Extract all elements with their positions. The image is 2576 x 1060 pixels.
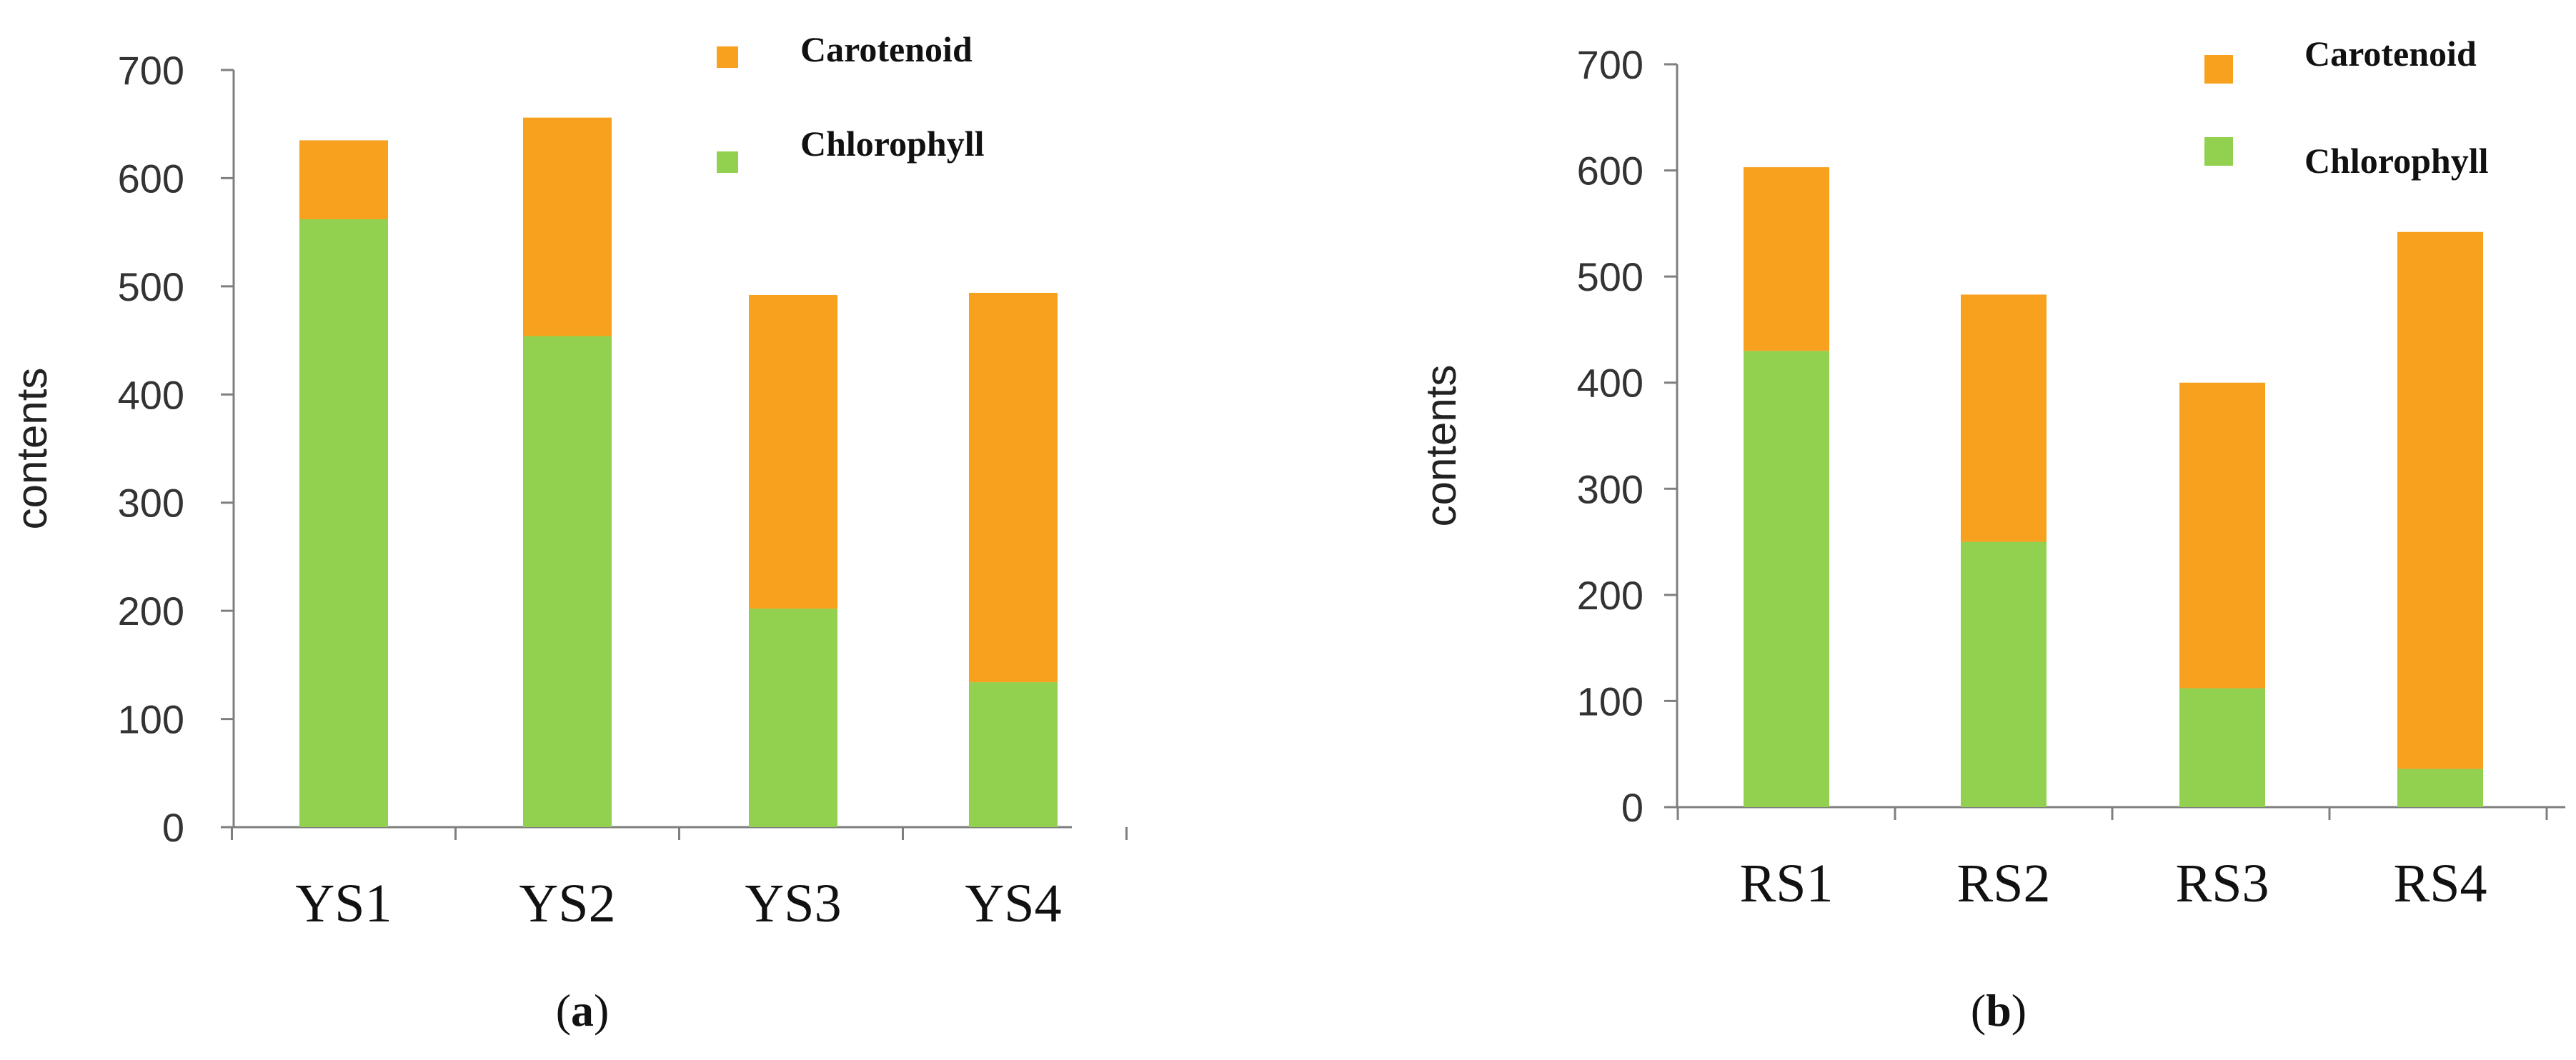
legend-swatch-carotenoid bbox=[2204, 55, 2233, 84]
bar-chlorophyll-rs3 bbox=[2179, 688, 2265, 807]
legend: Carotenoid Chlorophyll bbox=[2204, 34, 2489, 181]
bar-carotenoid-ys4 bbox=[969, 292, 1058, 683]
bar-chlorophyll-ys2 bbox=[523, 336, 612, 827]
y-tick-label: 0 bbox=[162, 805, 184, 850]
y-tick-label: 300 bbox=[1577, 466, 1643, 511]
y-tick-label: 600 bbox=[118, 156, 184, 201]
bar-carotenoid-rs3 bbox=[2179, 382, 2265, 689]
y-tick-label: 400 bbox=[1577, 361, 1643, 406]
legend-label-chlorophyll: Chlorophyll bbox=[2304, 141, 2489, 181]
y-tick-label: 500 bbox=[1577, 254, 1643, 299]
bar-carotenoid-rs4 bbox=[2397, 231, 2483, 769]
x-category-label: YS3 bbox=[745, 874, 841, 934]
bar-carotenoid-rs2 bbox=[1961, 294, 2047, 542]
legend-swatch-chlorophyll bbox=[717, 151, 738, 173]
panel-label-letter: b bbox=[1986, 985, 2011, 1036]
legend-label-carotenoid: Carotenoid bbox=[800, 29, 973, 69]
bar-chlorophyll-rs2 bbox=[1961, 541, 2047, 807]
y-tick-label: 100 bbox=[1577, 679, 1643, 724]
y-tick-label: 700 bbox=[1577, 42, 1643, 87]
panel-label: (a) bbox=[556, 985, 610, 1036]
x-category-label: RS2 bbox=[1957, 854, 2051, 914]
panel-label-letter: a bbox=[571, 985, 594, 1036]
y-tick-label: 200 bbox=[1577, 573, 1643, 618]
y-axis-title: contents bbox=[1417, 365, 1465, 527]
bar-chlorophyll-ys1 bbox=[299, 219, 388, 827]
chart-panel-b: 0 100 200 300 400 500 600 700 RS1 RS2 RS3 RS4 conten… bbox=[1417, 34, 2565, 1036]
y-tick-label: 500 bbox=[118, 264, 184, 309]
panel-label: (b) bbox=[1971, 985, 2027, 1036]
y-axis-title: contents bbox=[8, 368, 56, 530]
y-tick-label: 100 bbox=[118, 697, 184, 742]
x-category-label: RS3 bbox=[2176, 854, 2269, 914]
legend: Carotenoid Chlorophyll bbox=[717, 29, 985, 173]
legend-swatch-chlorophyll bbox=[2204, 137, 2233, 166]
y-tick-label: 200 bbox=[118, 589, 184, 634]
panel-label-close: ) bbox=[2011, 985, 2027, 1036]
x-category-label: YS2 bbox=[519, 874, 615, 934]
chart-panel-a: 0 100 200 300 400 500 600 700 YS1 YS2 YS3 YS4 conten… bbox=[8, 29, 1128, 1036]
bar-carotenoid-ys1 bbox=[299, 140, 388, 219]
y-tick-label: 700 bbox=[118, 48, 184, 93]
panel-label-open: ( bbox=[556, 985, 571, 1036]
y-tick-label: 300 bbox=[118, 481, 184, 526]
bar-carotenoid-rs1 bbox=[1744, 167, 1829, 351]
legend-label-carotenoid: Carotenoid bbox=[2304, 34, 2477, 74]
bar-chlorophyll-rs1 bbox=[1744, 351, 1829, 808]
y-tick-label: 600 bbox=[1577, 149, 1643, 194]
bar-carotenoid-ys3 bbox=[749, 294, 837, 609]
legend-label-chlorophyll: Chlorophyll bbox=[800, 124, 985, 164]
x-category-label: YS4 bbox=[965, 874, 1061, 934]
bar-chlorophyll-ys4 bbox=[969, 682, 1058, 827]
x-category-label: YS1 bbox=[295, 874, 392, 934]
x-category-label: RS4 bbox=[2394, 854, 2487, 914]
bar-chlorophyll-ys3 bbox=[749, 609, 837, 827]
panel-label-open: ( bbox=[1971, 985, 1986, 1036]
bar-carotenoid-ys2 bbox=[523, 117, 612, 336]
y-tick-label: 400 bbox=[118, 372, 184, 417]
bar-chlorophyll-rs4 bbox=[2397, 769, 2483, 807]
y-tick-label: 0 bbox=[1621, 785, 1643, 830]
panel-label-close: ) bbox=[594, 985, 609, 1036]
x-category-label: RS1 bbox=[1740, 854, 1834, 914]
legend-swatch-carotenoid bbox=[717, 46, 738, 68]
